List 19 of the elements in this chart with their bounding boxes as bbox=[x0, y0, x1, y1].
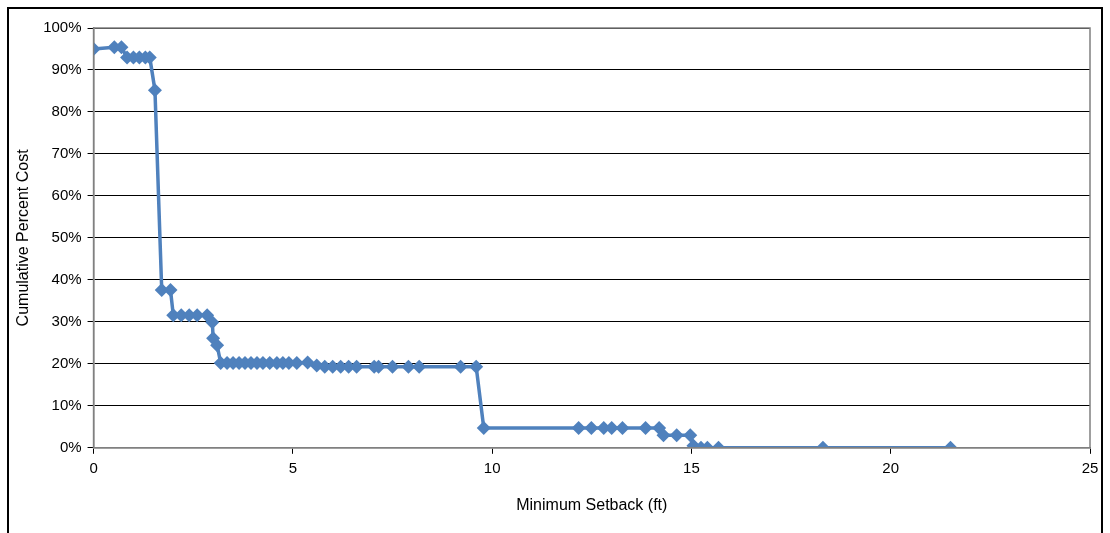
y-tick-label: 100% bbox=[43, 18, 82, 36]
y-tick-label: 40% bbox=[51, 270, 82, 288]
y-tick-label: 10% bbox=[51, 395, 82, 413]
x-tick-label: 25 bbox=[1081, 458, 1099, 476]
y-tick-label: 80% bbox=[51, 102, 82, 120]
y-tick-label: 90% bbox=[51, 60, 82, 78]
x-tick-label: 5 bbox=[288, 458, 298, 476]
y-tick-label: 0% bbox=[59, 437, 82, 455]
y-tick-label: 30% bbox=[51, 312, 82, 329]
x-axis-title: Minimum Setback (ft) bbox=[516, 495, 668, 513]
x-tick-label: 0 bbox=[89, 458, 98, 476]
y-tick-label: 20% bbox=[51, 353, 82, 371]
y-tick-label: 60% bbox=[51, 186, 82, 204]
x-tick-label: 10 bbox=[483, 458, 501, 476]
y-axis-title: Cumulative Percent Cost bbox=[14, 148, 32, 327]
y-tick-label: 70% bbox=[51, 144, 82, 162]
y-tick-label: 50% bbox=[51, 228, 82, 246]
x-tick-label: 15 bbox=[683, 458, 700, 476]
x-tick-label: 20 bbox=[882, 458, 900, 476]
